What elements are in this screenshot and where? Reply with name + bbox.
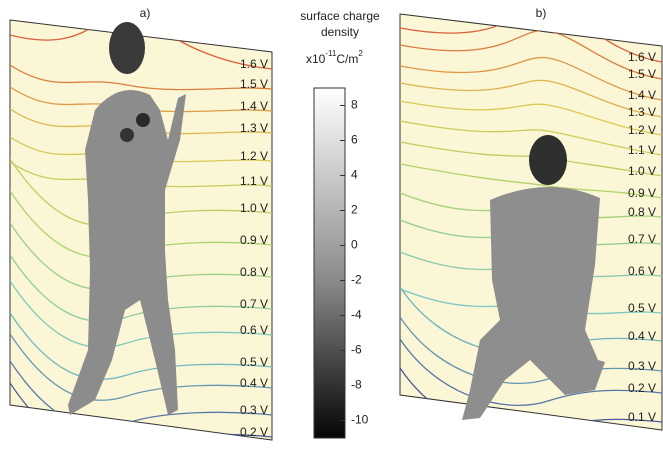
panel-label: b) bbox=[536, 6, 547, 20]
colorbar-tick-label: 6 bbox=[351, 133, 358, 147]
panel-label: a) bbox=[140, 6, 151, 20]
colorbar-unit: x10-11C/m2 bbox=[306, 49, 363, 66]
colorbar-tick-label: -2 bbox=[351, 273, 362, 287]
colorbar-tick-label: -10 bbox=[351, 413, 369, 427]
colorbar-tick-label: 8 bbox=[351, 98, 358, 112]
contour-label: 1.5 V bbox=[240, 77, 268, 91]
contour-label: 0.4 V bbox=[240, 376, 268, 390]
contour-label: 0.2 V bbox=[628, 381, 656, 395]
contour-label: 1.1 V bbox=[240, 174, 268, 188]
contour-label: 1.4 V bbox=[240, 99, 268, 113]
contour-label: 1.6 V bbox=[240, 57, 268, 71]
unit-tail: C/m bbox=[336, 52, 358, 66]
contour-label: 1.6 V bbox=[628, 50, 656, 64]
contour-label: 1.3 V bbox=[628, 105, 656, 119]
colorbar-title: surface charge bbox=[300, 9, 380, 23]
contour-label: 0.7 V bbox=[240, 297, 268, 311]
contour-label: 0.9 V bbox=[240, 233, 268, 247]
contour-label: 0.9 V bbox=[628, 186, 656, 200]
contour-label: 0.5 V bbox=[628, 301, 656, 315]
colorbar-tick-label: 2 bbox=[351, 203, 358, 217]
contour-label: 0.1 V bbox=[628, 410, 656, 424]
contour-label: 1.5 V bbox=[628, 67, 656, 81]
contour-label: 0.7 V bbox=[628, 232, 656, 246]
contour-label: 0.3 V bbox=[628, 359, 656, 373]
contour-label: 0.6 V bbox=[628, 264, 656, 278]
contour-label: 1.0 V bbox=[240, 201, 268, 215]
contour-label: 0.2 V bbox=[240, 425, 268, 439]
contour-label: 1.4 V bbox=[628, 88, 656, 102]
unit-exponent: 2 bbox=[358, 49, 363, 58]
contour-label: 1.0 V bbox=[628, 164, 656, 178]
colorbar-tick-label: -6 bbox=[351, 343, 362, 357]
contour-label: 1.2 V bbox=[240, 149, 268, 163]
unit-base: x10 bbox=[306, 52, 326, 66]
contour-label: 1.1 V bbox=[628, 143, 656, 157]
contour-label: 0.3 V bbox=[240, 403, 268, 417]
colorbar-title: density bbox=[321, 25, 359, 39]
contour-label: 0.4 V bbox=[628, 329, 656, 343]
colorbar-tick-label: -4 bbox=[351, 308, 362, 322]
contour-label: 0.6 V bbox=[240, 323, 268, 337]
colorbar-tick-label: -8 bbox=[351, 378, 362, 392]
unit-exponent: -11 bbox=[325, 49, 337, 58]
colorbar-tick-label: 4 bbox=[351, 168, 358, 182]
contour-label: 0.5 V bbox=[240, 355, 268, 369]
contour-label: 1.3 V bbox=[240, 121, 268, 135]
colorbar-tick-label: 0 bbox=[351, 238, 358, 252]
figure: a) b) surface charge density x10-11C/m2 … bbox=[0, 0, 663, 460]
contour-label: 1.2 V bbox=[628, 123, 656, 137]
contour-label: 0.8 V bbox=[240, 265, 268, 279]
contour-label: 0.8 V bbox=[628, 205, 656, 219]
